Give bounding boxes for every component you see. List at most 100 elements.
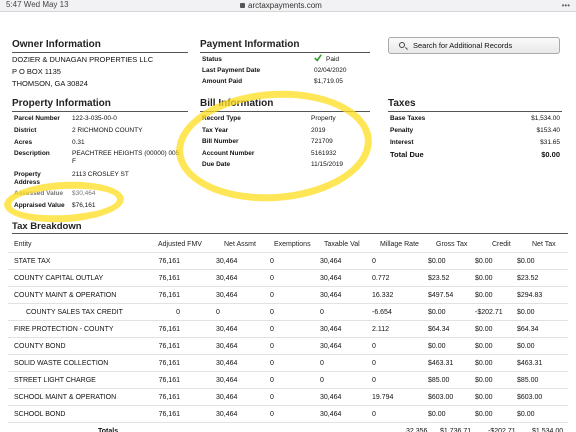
base-taxes-value: $1,534.00 — [531, 115, 560, 122]
cell-4: 0 — [320, 309, 324, 316]
cell-0: SCHOOL BOND — [14, 411, 66, 418]
table-row: COUNTY CAPITAL OUTLAY 76,161 30,464 0 30,464… — [8, 270, 568, 287]
payment-title: Payment Information — [200, 39, 300, 50]
owner-title: Owner Information — [12, 39, 101, 50]
table-row: SOLID WASTE COLLECTION 76,161 30,464 0 0 0 $46… — [8, 355, 568, 372]
cell-3: 0 — [270, 360, 274, 367]
column-header-8: Net Tax — [532, 241, 556, 248]
cell-5: 0 — [372, 411, 376, 418]
owner-name: DOZIER & DUNAGAN PROPERTIES LLC — [12, 55, 154, 64]
description-value-1: PEACHTREE HEIGHTS (00000) 005 — [72, 150, 180, 157]
cell-3: 0 — [270, 258, 274, 265]
parcel-label: Parcel Number — [14, 115, 60, 122]
cell-7: $0.00 — [475, 377, 493, 384]
search-records-label: Search for Additional Records — [413, 41, 513, 50]
cell-7: -$202.71 — [475, 309, 503, 316]
cell-3: 0 — [270, 411, 274, 418]
cell-6: $23.52 — [428, 275, 450, 282]
cell-6: $497.54 — [428, 292, 454, 299]
cell-0: STREET LIGHT CHARGE — [14, 377, 96, 384]
lock-icon — [240, 3, 245, 8]
payment-status-value: Paid — [326, 56, 340, 63]
cell-1: 76,161 — [158, 360, 180, 367]
payment-date-value: 02/04/2020 — [314, 67, 347, 74]
cell-0: COUNTY CAPITAL OUTLAY — [14, 275, 104, 282]
payment-date-label: Last Payment Date — [202, 67, 261, 74]
acres-value: 0.31 — [72, 139, 85, 146]
cell-4: 30,464 — [320, 394, 342, 401]
cell-6: $85.00 — [428, 377, 450, 384]
cell-5: 0 — [372, 343, 376, 350]
account-number-label: Account Number — [202, 150, 255, 157]
cell-1: 76,161 — [158, 343, 180, 350]
search-records-button[interactable]: Search for Additional Records — [388, 37, 560, 54]
cell-3: 0 — [270, 343, 274, 350]
check-icon — [314, 54, 322, 62]
interest-label: Interest — [390, 139, 414, 146]
column-header-4: Taxable Val — [324, 241, 360, 248]
table-row: SCHOOL BOND 76,161 30,464 0 30,464 0 $0.00 $0.0… — [8, 406, 568, 423]
cell-3: 0 — [270, 377, 274, 384]
column-header-7: Credit — [492, 241, 511, 248]
record-type-value: Property — [311, 115, 336, 122]
record-type-label: Record Type — [202, 115, 241, 122]
cell-3: 0 — [270, 275, 274, 282]
property-address-value: 2113 CROSLEY ST — [72, 171, 129, 178]
cell-6: $0.00 — [428, 411, 446, 418]
totals-cell-8: $1,534.00 — [532, 428, 564, 432]
cell-4: 0 — [320, 377, 324, 384]
bill-number-label: Bill Number — [202, 138, 239, 145]
cell-5: 0.772 — [372, 275, 390, 282]
totals-label: Totals — [98, 428, 119, 432]
cell-0: COUNTY SALES TAX CREDIT — [26, 309, 123, 316]
bill-title: Bill Information — [200, 98, 274, 109]
cell-1: 76,161 — [158, 326, 180, 333]
cell-7: $0.00 — [475, 394, 493, 401]
table-row: FIRE PROTECTION - COUNTY 76,161 30,464 0 30,… — [8, 321, 568, 338]
payment-amount-label: Amount Paid — [202, 78, 243, 85]
cell-4: 30,464 — [320, 326, 342, 333]
cell-2: 30,464 — [216, 394, 238, 401]
cell-4: 0 — [320, 360, 324, 367]
cell-8: $64.34 — [517, 326, 539, 333]
acres-label: Acres — [14, 139, 33, 146]
payment-status-label: Status — [202, 56, 222, 63]
cell-8: $85.00 — [517, 377, 539, 384]
cell-5: 0 — [372, 360, 376, 367]
cell-3: 0 — [270, 309, 274, 316]
cell-0: COUNTY MAINT & OPERATION — [14, 292, 117, 299]
address-bar[interactable]: arctaxpayments.com — [240, 0, 322, 11]
table-row: STREET LIGHT CHARGE 76,161 30,464 0 0 0 $85.00… — [8, 372, 568, 389]
cell-1: 76,161 — [158, 258, 180, 265]
cell-2: 30,464 — [216, 292, 238, 299]
cell-2: 30,464 — [216, 343, 238, 350]
table-row: COUNTY BOND 76,161 30,464 0 30,464 0 $0.00 $0.0… — [8, 338, 568, 355]
description-value-2: F — [72, 158, 76, 165]
cell-7: $0.00 — [475, 292, 493, 299]
column-header-1: Adjusted FMV — [158, 241, 202, 248]
cell-2: 30,464 — [216, 411, 238, 418]
cell-3: 0 — [270, 394, 274, 401]
assessed-value: $30,464 — [72, 190, 96, 197]
address-label-1: Property — [14, 171, 41, 178]
property-title: Property Information — [12, 98, 111, 109]
totals-cell-7: -$202.71 — [488, 428, 516, 432]
totals-cell-6: $1,736.71 — [440, 428, 472, 432]
cell-5: 16.332 — [372, 292, 394, 299]
taxes-divider — [388, 111, 562, 112]
cell-5: 19.794 — [372, 394, 394, 401]
owner-address-1: P O BOX 1135 — [12, 67, 61, 76]
cell-1: 76,161 — [158, 292, 180, 299]
total-due-value: $0.00 — [541, 150, 560, 159]
cell-4: 30,464 — [320, 258, 342, 265]
penalty-value: $153.40 — [536, 127, 561, 134]
cell-7: $0.00 — [475, 360, 493, 367]
penalty-label: Penalty — [390, 127, 414, 134]
base-taxes-label: Base Taxes — [390, 115, 426, 122]
cell-8: $294.83 — [517, 292, 543, 299]
browser-menu-icon[interactable]: ••• — [561, 1, 570, 10]
cell-8: $603.00 — [517, 394, 543, 401]
column-header-3: Exemptions — [274, 241, 311, 248]
cell-5: -6.654 — [372, 309, 392, 316]
owner-address-2: THOMSON, GA 30824 — [12, 79, 88, 88]
